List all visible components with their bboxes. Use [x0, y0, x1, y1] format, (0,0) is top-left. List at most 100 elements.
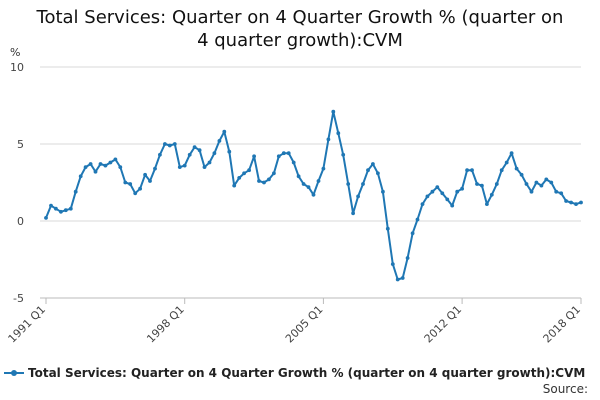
- data-point: [301, 182, 306, 186]
- data-point: [494, 182, 499, 186]
- data-point: [485, 202, 489, 207]
- data-point: [63, 208, 68, 213]
- data-point: [118, 165, 123, 170]
- legend-swatch: [4, 368, 24, 378]
- data-point: [98, 162, 103, 166]
- data-point: [524, 182, 529, 186]
- data-point: [192, 145, 197, 150]
- data-point: [73, 189, 78, 194]
- data-point: [361, 182, 365, 186]
- data-point: [366, 168, 370, 173]
- data-point: [272, 171, 276, 176]
- data-point: [346, 182, 351, 186]
- data-point: [395, 277, 400, 282]
- data-point: [336, 131, 341, 136]
- data-point: [88, 162, 93, 166]
- data-point: [59, 209, 63, 214]
- data-point: [143, 172, 148, 177]
- y-tick-label: 0: [17, 215, 24, 228]
- data-point: [54, 206, 58, 211]
- data-point: [460, 186, 464, 191]
- data-point: [49, 203, 53, 208]
- data-point: [489, 192, 494, 197]
- data-point: [509, 151, 514, 156]
- x-tick-label: 2012 Q1: [422, 303, 465, 346]
- data-point: [232, 183, 237, 188]
- x-tick-label: 2018 Q1: [541, 303, 584, 346]
- data-point: [133, 191, 138, 196]
- data-point: [123, 180, 128, 185]
- data-point: [385, 226, 390, 231]
- data-point: [405, 256, 410, 260]
- data-point: [207, 160, 212, 165]
- data-point: [321, 166, 326, 171]
- data-point: [341, 152, 346, 157]
- data-point: [163, 142, 167, 146]
- data-point: [425, 194, 430, 199]
- data-point: [296, 174, 301, 179]
- data-point: [103, 163, 108, 168]
- data-point: [217, 139, 222, 143]
- data-point: [276, 154, 281, 159]
- data-point: [351, 211, 355, 216]
- data-point: [252, 154, 256, 159]
- data-point: [465, 168, 469, 173]
- source-label: Source:: [542, 382, 588, 396]
- data-point: [381, 189, 385, 194]
- data-point: [420, 202, 425, 207]
- data-point: [400, 276, 405, 280]
- data-point: [44, 216, 48, 220]
- data-point: [529, 189, 534, 194]
- data-point: [242, 171, 247, 176]
- data-point: [504, 160, 509, 165]
- data-point: [182, 163, 187, 168]
- x-tick-label: 1998 Q1: [144, 303, 187, 346]
- data-point: [569, 200, 573, 205]
- chart-title: Total Services: Quarter on 4 Quarter Gro…: [0, 6, 600, 52]
- data-point: [356, 194, 360, 199]
- y-tick-label: 10: [10, 61, 24, 74]
- data-point: [559, 191, 564, 196]
- data-point: [445, 197, 450, 202]
- data-point: [435, 185, 440, 190]
- data-point: [579, 200, 583, 205]
- data-point: [108, 160, 113, 165]
- data-point: [410, 231, 415, 236]
- data-point: [281, 151, 286, 156]
- data-point: [430, 189, 435, 194]
- data-point: [574, 202, 578, 207]
- data-point: [177, 165, 182, 170]
- data-point: [519, 172, 524, 177]
- data-point: [262, 180, 266, 185]
- data-point: [475, 182, 479, 186]
- data-point: [197, 148, 202, 153]
- data-point: [93, 169, 98, 174]
- data-point: [222, 129, 227, 134]
- data-point: [227, 149, 232, 154]
- data-point: [267, 177, 271, 182]
- y-tick-label: 5: [17, 138, 24, 151]
- chart-title-line-2: 4 quarter growth):CVM: [197, 30, 403, 51]
- data-point: [311, 192, 316, 197]
- data-point: [148, 179, 152, 183]
- data-point: [316, 179, 321, 183]
- data-point: [371, 162, 375, 166]
- y-axis-unit-label: %: [10, 46, 21, 59]
- data-point: [514, 166, 519, 171]
- data-point: [440, 191, 445, 196]
- legend-marker-icon: [11, 370, 17, 376]
- legend: Total Services: Quarter on 4 Quarter Gro…: [4, 364, 585, 382]
- data-point: [331, 109, 336, 114]
- data-point: [455, 189, 460, 194]
- data-point: [549, 180, 554, 185]
- data-point: [158, 152, 162, 157]
- y-tick-label: -5: [13, 292, 24, 305]
- data-point: [539, 183, 544, 188]
- data-point: [564, 199, 568, 203]
- data-point: [237, 176, 242, 180]
- data-point: [83, 165, 88, 170]
- data-point: [172, 142, 177, 146]
- data-point: [291, 160, 296, 165]
- data-point: [390, 262, 395, 266]
